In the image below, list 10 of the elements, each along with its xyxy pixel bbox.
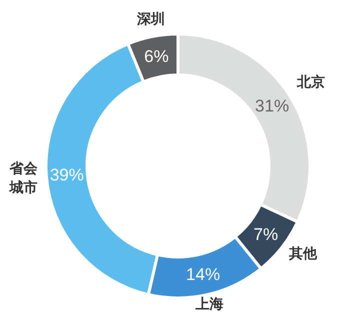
slice-label: 上海	[194, 295, 224, 312]
data-label: 39%	[50, 166, 84, 185]
data-label: 6%	[144, 47, 169, 66]
slice-label: 北京	[296, 73, 325, 90]
slice-label: 省会城市	[8, 160, 38, 195]
data-label: 31%	[255, 96, 290, 116]
slice-label: 其他	[288, 244, 318, 261]
data-label: 14%	[186, 265, 220, 284]
data-label: 7%	[254, 225, 278, 244]
slice-label: 深圳	[136, 10, 165, 27]
